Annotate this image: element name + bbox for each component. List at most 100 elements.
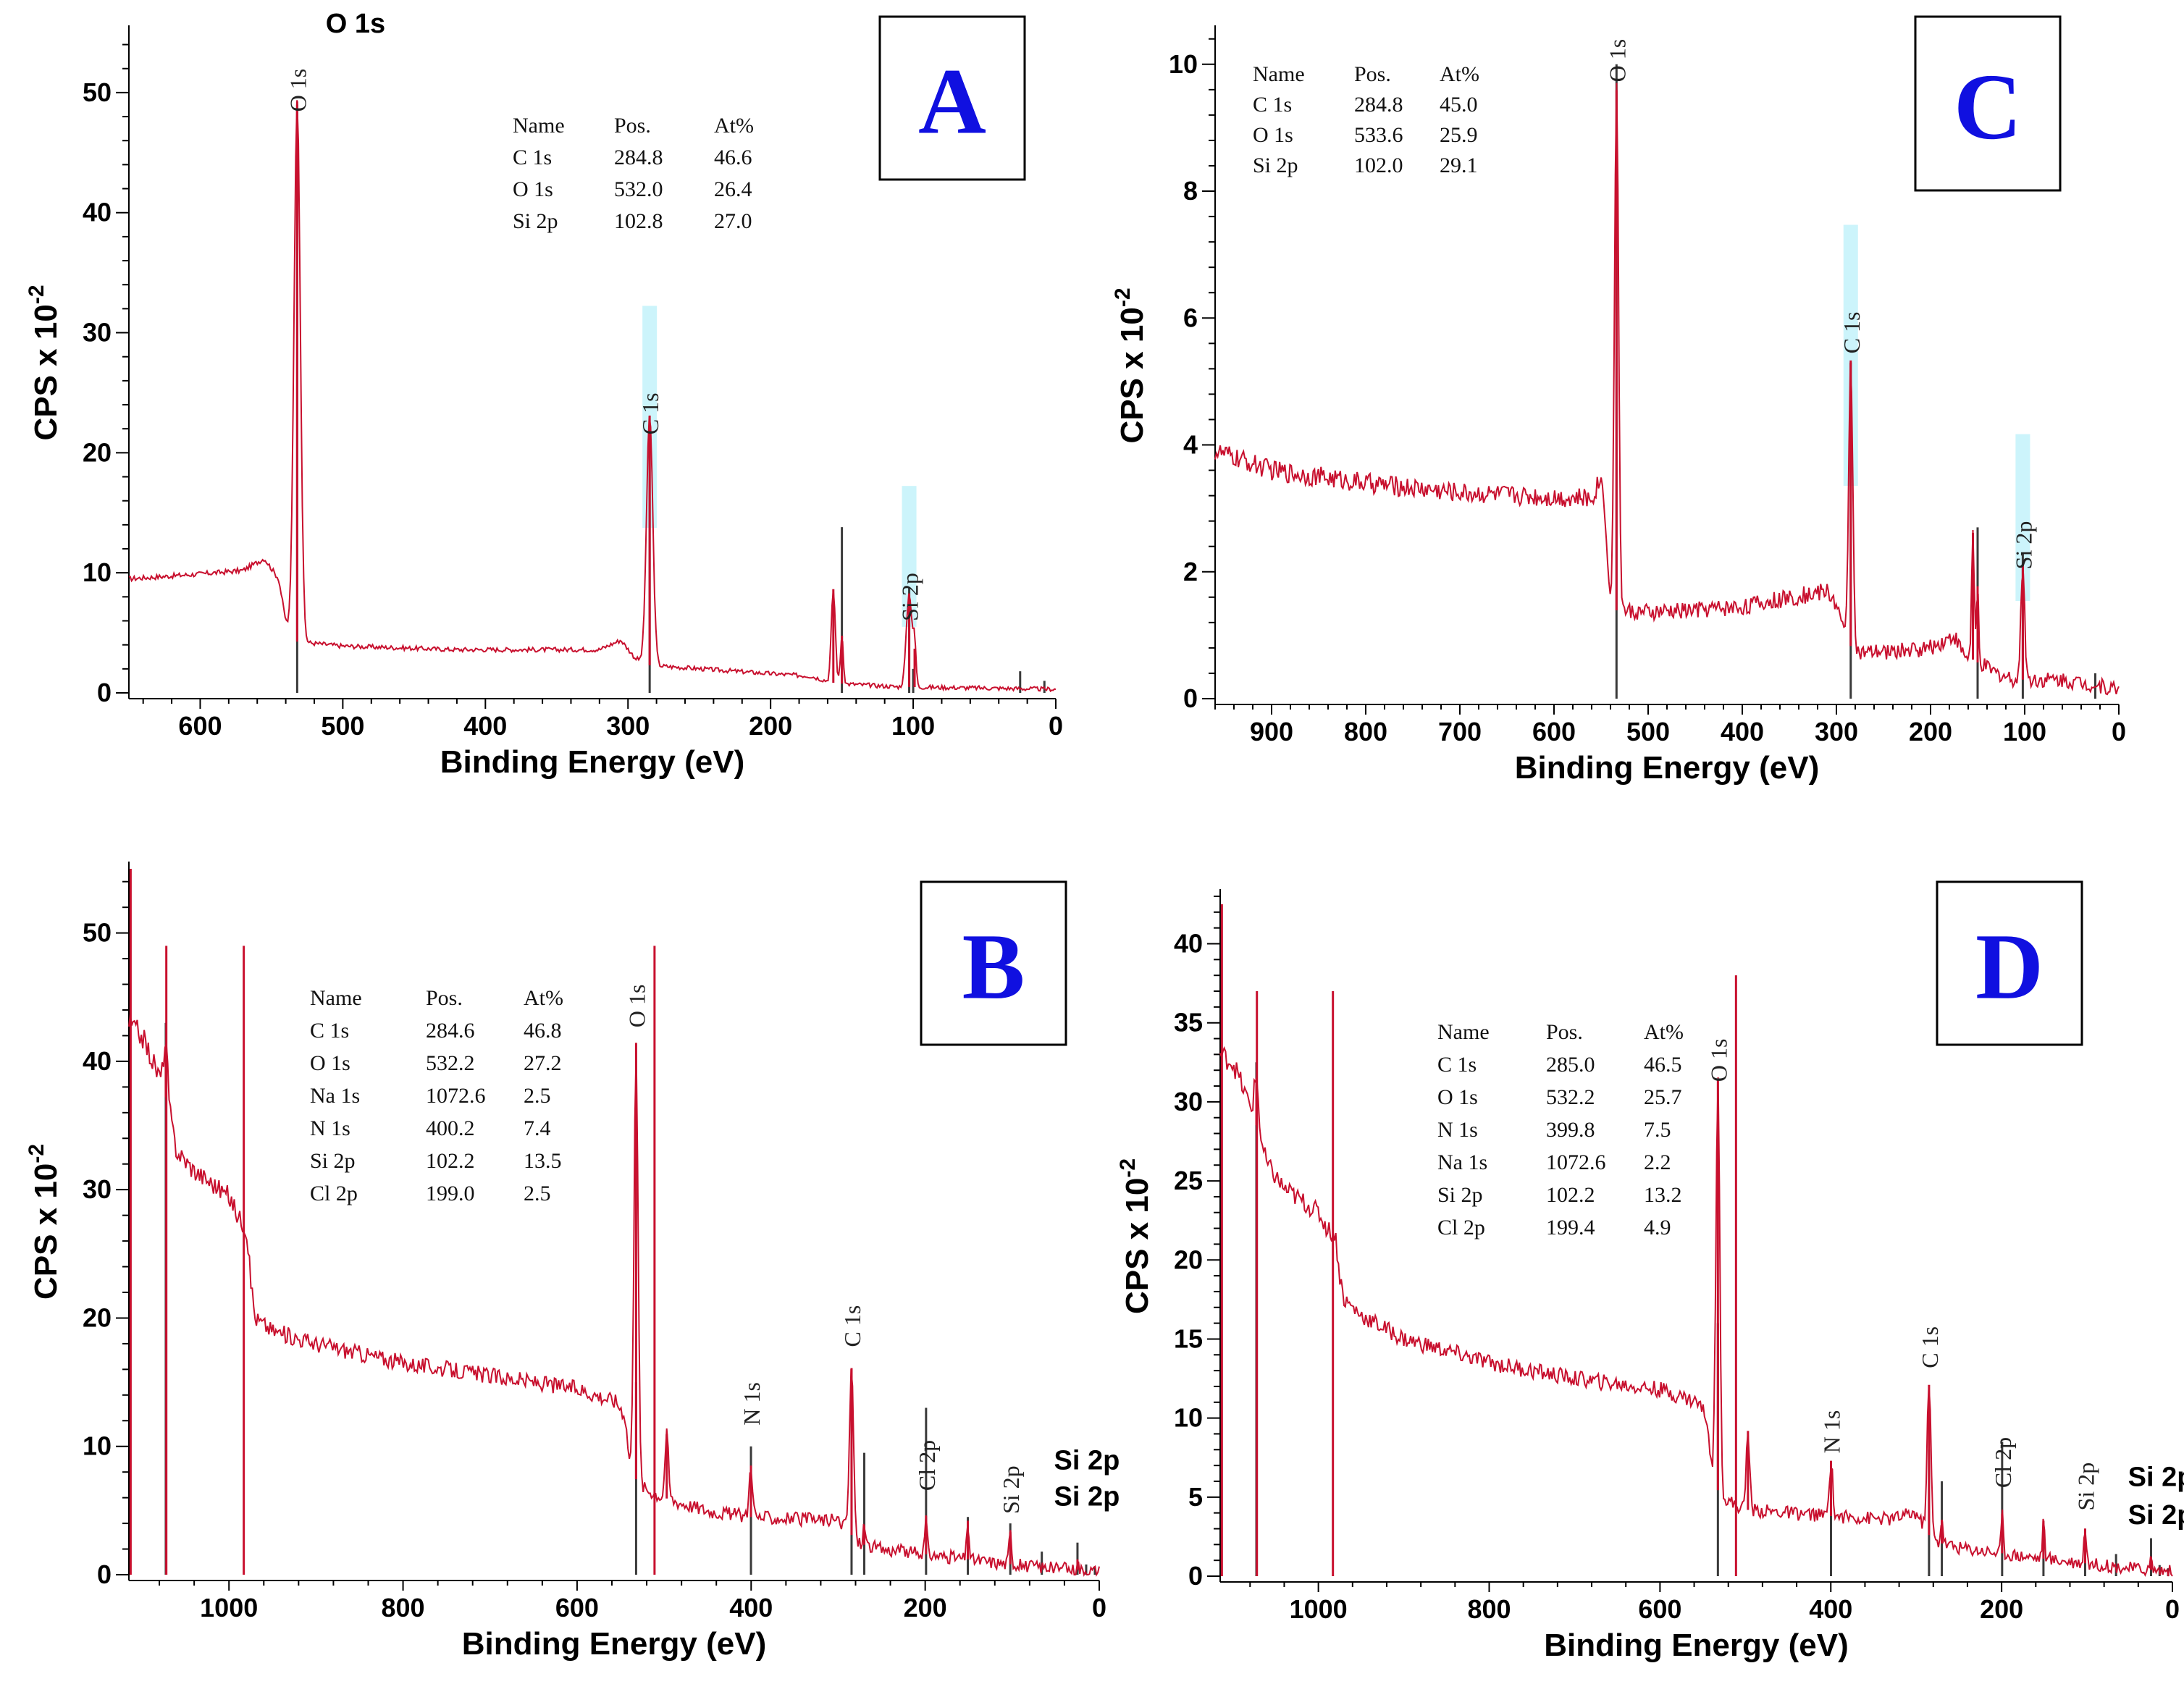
table-cell: 46.8 [524,1019,562,1043]
y-tick-label: 30 [83,1174,112,1204]
y-tick-label: 0 [1188,1561,1203,1591]
table-header: Name [1253,62,1305,86]
peak-label: N 1s [739,1382,765,1426]
y-tick-label: 20 [83,437,112,467]
table-cell: 284.6 [426,1019,475,1043]
highlight-band [902,486,917,627]
x-tick-label: 500 [1626,717,1670,746]
table-cell: 7.4 [524,1116,551,1140]
y-tick-label: 0 [97,678,112,707]
spectrum-line [1219,1045,2173,1577]
y-tick-label: 40 [83,198,112,227]
y-axis-title-base: CPS x 10 [28,304,64,440]
y-axis-title-exponent: -2 [1116,1158,1140,1178]
table-cell: 199.0 [426,1182,475,1205]
table-cell: O 1s [310,1051,350,1075]
spectrum-line [1214,83,2120,696]
x-tick-label: 0 [2165,1594,2180,1624]
x-tick-label: 100 [891,711,935,741]
table-cell: 199.4 [1546,1216,1595,1239]
peak-label: C 1s [637,392,663,434]
x-tick-label: 600 [1638,1594,1681,1624]
x-tick-label: 800 [1344,717,1387,746]
y-axis-title-base: CPS x 10 [1120,1178,1155,1314]
panel-badge-letter: C [1954,55,2022,159]
y-tick-label: 8 [1183,176,1198,206]
peak-label: O 1s [623,985,650,1028]
table-header: At% [714,114,754,138]
y-tick-label: 30 [1174,1087,1203,1116]
peak-label: N 1s [1818,1410,1844,1454]
table-cell: C 1s [513,146,552,169]
peak-label: C 1s [1839,312,1865,354]
table-cell: N 1s [310,1116,350,1140]
x-axis-title: Binding Energy (eV) [1515,750,1819,786]
table-cell: 25.7 [1644,1085,1682,1109]
table-cell: 27.2 [524,1051,562,1075]
spectrum-line [128,1014,1100,1577]
table-cell: Cl 2p [1437,1216,1485,1239]
table-header: Name [1437,1020,1490,1044]
table-cell: 13.2 [1644,1183,1682,1207]
table-header: Name [513,114,565,138]
x-tick-label: 600 [555,1593,599,1622]
table-cell: 29.1 [1440,153,1478,177]
y-axis-title: CPS x 10-2 [1111,287,1150,443]
y-axis-title-base: CPS x 10 [1114,307,1150,443]
y-tick-label: 50 [83,918,112,948]
table-cell: 7.5 [1644,1118,1671,1142]
x-tick-label: 400 [1721,717,1764,746]
table-cell: 25.9 [1440,123,1478,147]
x-tick-label: 600 [1532,717,1576,746]
peak-label: Si 2p [2072,1462,2099,1511]
table-cell: 26.4 [714,177,752,201]
table-cell: Si 2p [1437,1183,1483,1207]
y-axis-title: CPS x 10-2 [25,1144,64,1300]
y-axis-title-exponent: -2 [1111,287,1135,307]
table-cell: Na 1s [310,1084,360,1108]
panel-badge-letter: A [918,50,986,154]
table-cell: C 1s [1437,1053,1477,1077]
y-tick-label: 50 [83,77,112,107]
table-cell: C 1s [310,1019,349,1043]
highlight-band [1843,224,1858,487]
y-tick-label: 0 [97,1560,112,1589]
table-cell: 533.6 [1354,123,1403,147]
panel-badge-box [878,15,1026,181]
table-header: At% [524,986,563,1010]
peak-label-bold: Si 2p [1054,1481,1120,1512]
table-cell: Si 2p [1253,153,1298,177]
y-tick-label: 25 [1174,1166,1203,1195]
table-cell: 46.5 [1644,1053,1682,1077]
x-tick-label: 200 [1980,1594,2023,1624]
x-tick-label: 200 [1909,717,1952,746]
table-cell: 4.9 [1644,1216,1671,1239]
x-tick-label: 0 [1049,711,1063,741]
table-cell: N 1s [1437,1118,1478,1142]
y-tick-label: 20 [1174,1245,1203,1274]
table-cell: 45.0 [1440,93,1478,117]
panel-c: 0 2 4 6 8 10 900 800 700 600 500 400 300 200 100 0 Bindi… [1111,15,2126,786]
table-cell: Si 2p [513,209,558,233]
x-axis-title: Binding Energy (eV) [462,1626,766,1662]
x-tick-label: 1000 [200,1593,258,1622]
panel-a: 0 10 20 30 40 50 600 500 400 300 200 100 0 Binding En… [25,9,1063,780]
table-header: Pos. [426,986,463,1010]
table-cell: O 1s [1437,1085,1478,1109]
table-header: At% [1440,62,1479,86]
x-tick-label: 800 [382,1593,425,1622]
table-cell: O 1s [1253,123,1293,147]
x-tick-label: 300 [1815,717,1858,746]
panel-badge-letter: D [1975,915,2044,1019]
x-tick-label: 200 [749,711,792,741]
x-tick-label: 700 [1438,717,1482,746]
table-cell: 27.0 [714,209,752,233]
y-tick-label: 30 [83,318,112,348]
panel-b: 0 10 20 30 40 50 1000 800 600 400 200 0 Binding Ener… [25,862,1120,1662]
peak-label: Cl 2p [914,1440,940,1491]
table-cell: 2.5 [524,1182,551,1205]
panel-badge-box [1914,15,2062,192]
x-axis-title: Binding Energy (eV) [1544,1628,1848,1663]
y-tick-label: 4 [1183,430,1198,460]
